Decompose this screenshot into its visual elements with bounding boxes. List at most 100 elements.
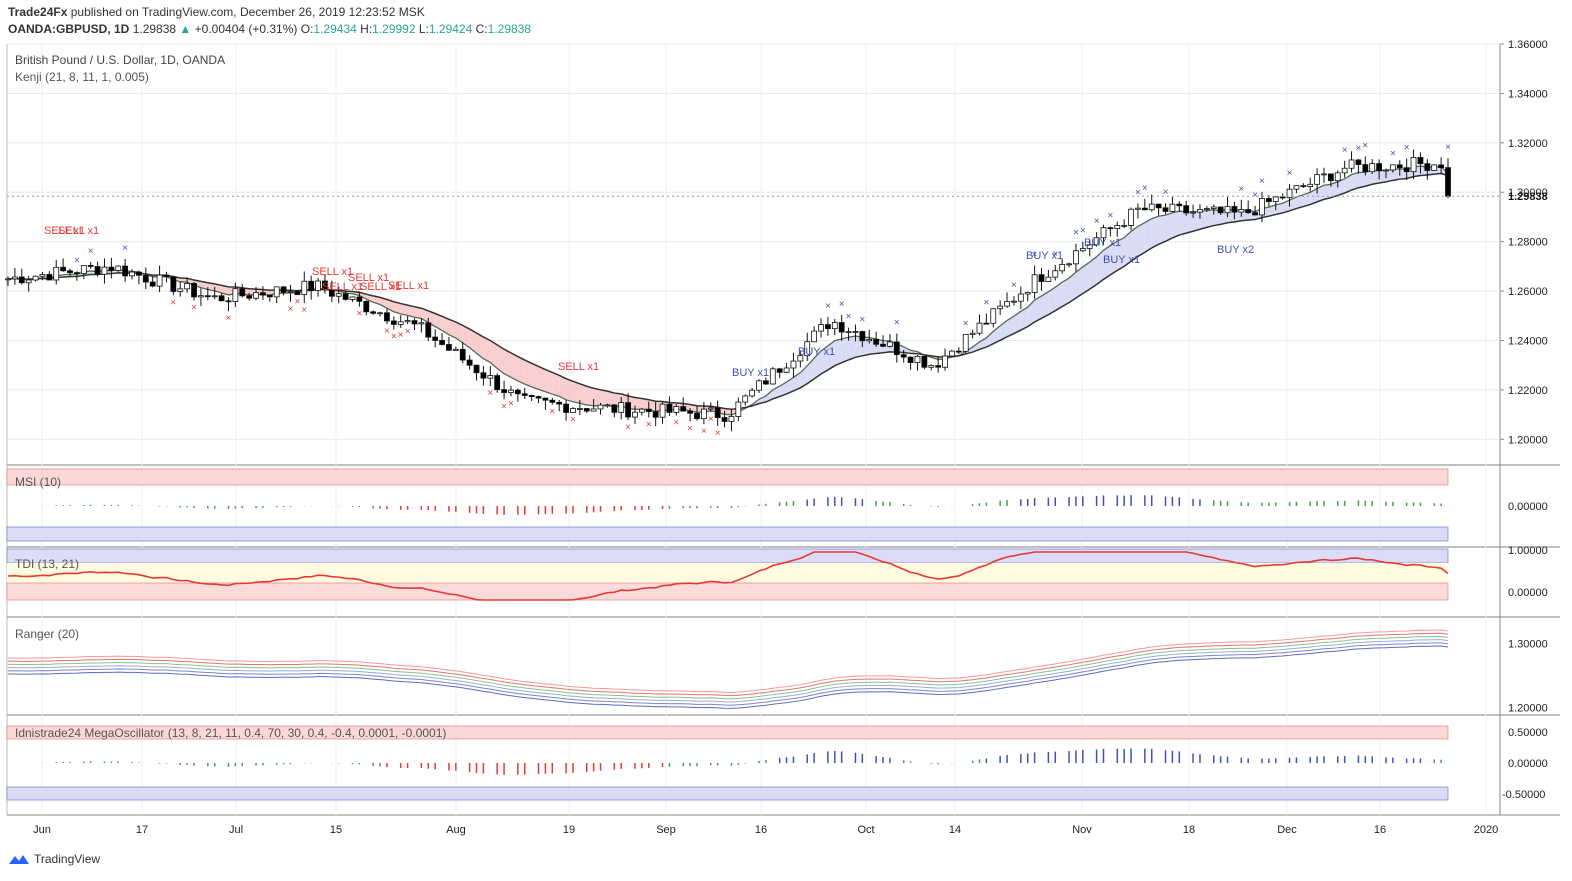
candle (1431, 164, 1438, 171)
candle (597, 404, 604, 410)
candle (487, 375, 494, 379)
candle (349, 296, 356, 300)
candle (831, 322, 838, 330)
candle (652, 411, 659, 418)
candle (342, 293, 349, 300)
signal-cross: × (701, 426, 707, 437)
signal-cross: × (122, 243, 128, 254)
kenji-cloud-segment (1199, 210, 1207, 230)
candle (659, 403, 666, 418)
kenji-cloud-segment (634, 397, 642, 410)
signal-cross: × (839, 299, 845, 310)
candle (969, 332, 976, 335)
signal-cross: × (405, 326, 411, 337)
signal-cross: × (1238, 184, 1244, 195)
candle (804, 341, 811, 357)
time-tick-label: 16 (755, 824, 767, 836)
plot-frame (6, 43, 1501, 816)
signal-cross: × (356, 309, 362, 320)
kenji-cloud-segment (1069, 272, 1076, 303)
candle (25, 279, 32, 284)
time-tick-label: 18 (1183, 824, 1195, 836)
candle (1383, 169, 1389, 172)
candle (1307, 183, 1314, 187)
candle (328, 289, 335, 297)
price-tick-label: 1.22000 (1508, 385, 1548, 397)
kenji-cloud-segment (483, 337, 491, 363)
signal-cross: × (625, 422, 631, 433)
kenji-cloud-segment (1096, 250, 1104, 285)
kenji-cloud-segment (579, 383, 587, 405)
kenji-cloud-segment (848, 336, 856, 360)
signal-cross: × (1094, 216, 1100, 227)
candle (94, 266, 101, 275)
change: +0.00404 (+0.31%) (194, 22, 298, 36)
candle (962, 334, 969, 352)
candle (1369, 163, 1376, 173)
candle (1417, 157, 1424, 165)
candle (480, 372, 487, 379)
signal-cross: × (646, 419, 652, 430)
kenji-cloud-segment (552, 372, 560, 397)
candle (11, 276, 18, 280)
candle (797, 355, 804, 362)
signal-cross: × (88, 246, 94, 257)
candle (156, 274, 163, 287)
ranger-line (7, 632, 1449, 697)
candle (1424, 163, 1431, 171)
kenji-cloud-segment (641, 398, 649, 410)
signal-cross: × (963, 318, 969, 329)
candle (1135, 207, 1141, 210)
candle (845, 331, 852, 334)
candle (115, 265, 122, 271)
signal-cross: × (301, 305, 307, 316)
time-tick-label: Oct (857, 824, 874, 836)
footer-brand: TradingView (34, 852, 101, 866)
price-tick-label: 1.30000 (1508, 187, 1548, 199)
candle (1445, 167, 1451, 197)
candle (1272, 196, 1279, 202)
kenji-cloud-segment (1027, 300, 1035, 327)
candle (163, 274, 170, 278)
price-tick-label: 1.24000 (1508, 335, 1548, 347)
signal-cross: × (894, 318, 900, 329)
buy-signal-label: BUY x1 (1026, 250, 1063, 262)
candle (287, 291, 294, 293)
candle (590, 408, 597, 412)
candle (225, 300, 232, 303)
signal-cross: × (570, 415, 576, 426)
candle (1300, 185, 1307, 187)
candle (570, 408, 576, 413)
candle (356, 296, 363, 302)
candle (1148, 203, 1155, 211)
kenji-cloud-segment (1103, 245, 1111, 280)
main-title: British Pound / U.S. Dollar, 1D, OANDA (15, 53, 226, 67)
buy-signal-label: BUY x1 (732, 367, 769, 379)
candle (508, 389, 514, 393)
candle (301, 280, 308, 296)
sell-signal-label: SELL x1 (58, 225, 99, 237)
candle (790, 360, 797, 369)
candle (769, 368, 776, 385)
candle (294, 291, 301, 296)
msi-label: MSI (10) (15, 475, 62, 489)
kenji-cloud-segment (827, 340, 835, 370)
kenji-cloud-segment (1172, 211, 1180, 238)
candle (239, 288, 246, 297)
candle (1210, 206, 1217, 209)
candle (866, 339, 873, 342)
kenji-cloud-segment (1151, 216, 1159, 248)
kenji-cloud-segment (1337, 178, 1345, 196)
kenji-cloud-segment (1234, 210, 1242, 222)
candle (315, 280, 321, 292)
candle (108, 266, 115, 271)
candle (928, 365, 935, 368)
kenji-cloud-segment (524, 360, 532, 387)
kenji-cloud-segment (1075, 266, 1083, 298)
candle (370, 311, 377, 314)
candle (714, 407, 721, 418)
candle (976, 322, 983, 334)
kenji-cloud-segment (593, 388, 601, 406)
kenji-cloud-segment (497, 344, 505, 374)
